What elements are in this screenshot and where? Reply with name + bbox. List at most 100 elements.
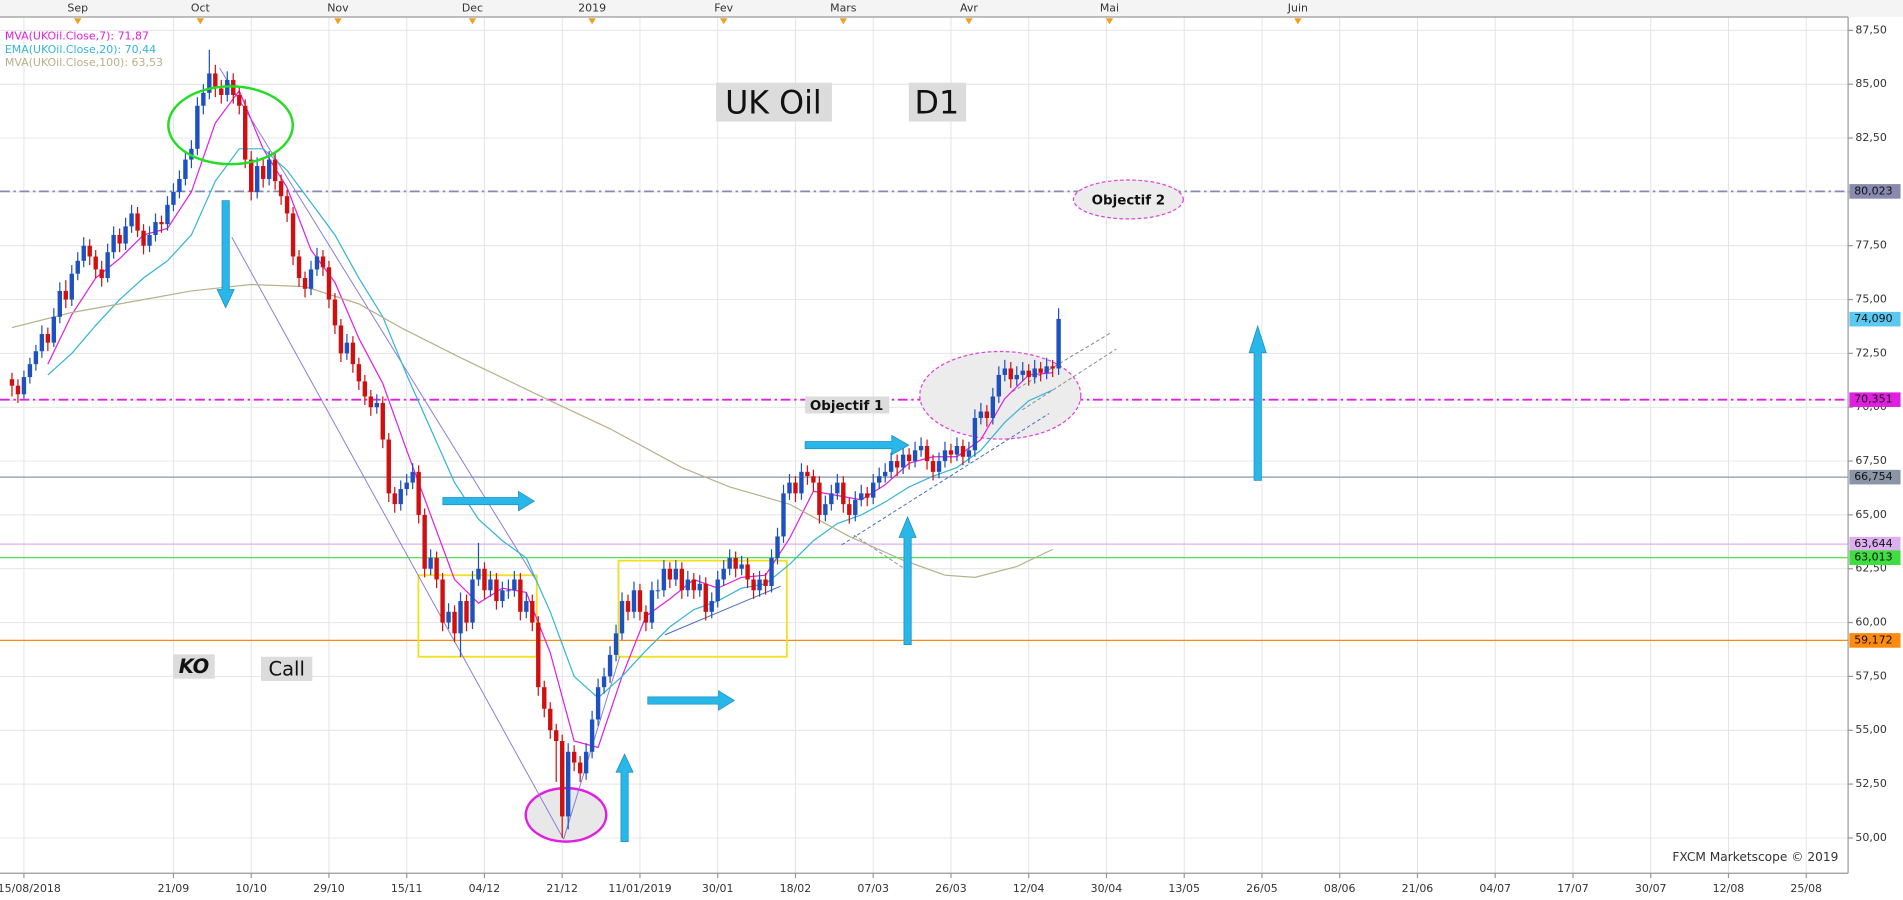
candle-body xyxy=(75,260,80,274)
y-tick-label: 60,00 xyxy=(1855,616,1886,629)
candle-body xyxy=(560,741,565,817)
range-box xyxy=(617,559,788,658)
y-tick-label: 65,00 xyxy=(1855,508,1886,521)
candle-body xyxy=(577,762,583,774)
candle-body xyxy=(739,564,744,569)
trend-line xyxy=(664,585,781,636)
candle-body xyxy=(536,622,541,688)
candle-body xyxy=(464,601,469,623)
month-label: Juin xyxy=(1287,2,1308,15)
candle-body xyxy=(278,181,284,197)
candle-body xyxy=(619,601,625,634)
candle-body xyxy=(978,411,984,419)
x-tick-label: 21/06 xyxy=(1402,882,1434,895)
call-label: Call xyxy=(268,658,304,681)
candle-body xyxy=(637,590,643,612)
month-label: Fev xyxy=(714,2,733,15)
candle-body xyxy=(733,557,738,569)
candle-body xyxy=(81,245,86,261)
level-label: 66,754 xyxy=(1854,470,1892,483)
candle-body xyxy=(93,256,98,270)
candle-body xyxy=(948,450,954,455)
x-tick-label: 25/08 xyxy=(1790,882,1822,895)
month-marker xyxy=(468,18,477,25)
candle-body xyxy=(326,267,332,300)
month-marker xyxy=(839,18,847,25)
level-label: 70,351 xyxy=(1854,393,1892,406)
arrow-right xyxy=(804,434,910,456)
month-label: Dec xyxy=(462,2,483,15)
candle-body xyxy=(380,402,385,440)
candle-body xyxy=(87,245,92,257)
candle-body xyxy=(655,590,661,592)
candle-body xyxy=(966,450,972,457)
top-axis-band xyxy=(0,0,1903,18)
month-label: 2019 xyxy=(578,2,606,15)
level-tag xyxy=(1849,550,1901,565)
candle-body xyxy=(356,364,362,382)
y-tick-label: 77,50 xyxy=(1855,239,1886,252)
candle-body xyxy=(1026,370,1031,378)
level-tag xyxy=(1849,311,1901,327)
candle-body xyxy=(841,482,846,505)
candle-body xyxy=(135,213,140,231)
candle-body xyxy=(195,105,200,149)
ma-line xyxy=(47,148,1053,699)
candle-body xyxy=(446,611,451,623)
candle-body xyxy=(888,461,894,472)
arrow-right xyxy=(647,690,736,711)
candle-body xyxy=(793,482,798,494)
x-tick-label: 26/05 xyxy=(1246,882,1278,895)
candle-body xyxy=(117,234,122,244)
arrow-down xyxy=(216,200,235,309)
x-tick-label: 26/03 xyxy=(935,882,967,895)
candle-body xyxy=(482,568,487,591)
moving-averages xyxy=(11,89,1053,749)
candle-body xyxy=(918,445,924,451)
candle-body xyxy=(410,471,415,483)
month-marker xyxy=(196,18,205,25)
candle-body xyxy=(332,299,338,326)
candle-body xyxy=(721,568,726,580)
candle-body xyxy=(900,454,906,468)
candle-body xyxy=(314,256,320,270)
candle-body xyxy=(129,213,134,227)
candle-body xyxy=(882,471,888,477)
legend-entry: MVA(UKOil.Close,7): 71,87 xyxy=(5,29,149,42)
candle-body xyxy=(751,579,756,591)
candle-body xyxy=(338,325,344,354)
legend-entry: EMA(UKOil.Close,20): 70,44 xyxy=(5,43,156,56)
candle-body xyxy=(69,273,74,300)
candle-body xyxy=(422,514,427,569)
month-marker xyxy=(720,18,728,25)
candle-body xyxy=(500,590,505,602)
candle-body xyxy=(697,583,702,591)
candle-body xyxy=(583,751,589,774)
level-label: 63,644 xyxy=(1854,537,1892,550)
candle-body xyxy=(853,499,858,515)
arrow-up xyxy=(1248,324,1267,481)
x-tick-label: 30/04 xyxy=(1091,882,1123,895)
candle-body xyxy=(63,290,68,300)
candle-body xyxy=(470,579,475,623)
ma-line xyxy=(11,283,1053,578)
candle-body xyxy=(111,234,116,253)
candle-body xyxy=(9,379,15,386)
trend-line xyxy=(853,534,910,573)
x-tick-label: 15/08/2018 xyxy=(0,882,61,895)
level-label: 80,023 xyxy=(1854,184,1892,197)
candle-body xyxy=(727,557,732,569)
candle-body xyxy=(613,633,619,655)
x-tick-label: 11/01/2019 xyxy=(608,882,671,895)
y-tick-label: 57,50 xyxy=(1855,669,1886,682)
candle-body xyxy=(691,579,696,591)
candle-body xyxy=(213,73,218,89)
month-label: Sep xyxy=(67,2,88,15)
candle-body xyxy=(290,213,296,257)
candle-body xyxy=(308,269,314,289)
level-tag xyxy=(1849,536,1901,552)
candle-body xyxy=(249,159,254,192)
